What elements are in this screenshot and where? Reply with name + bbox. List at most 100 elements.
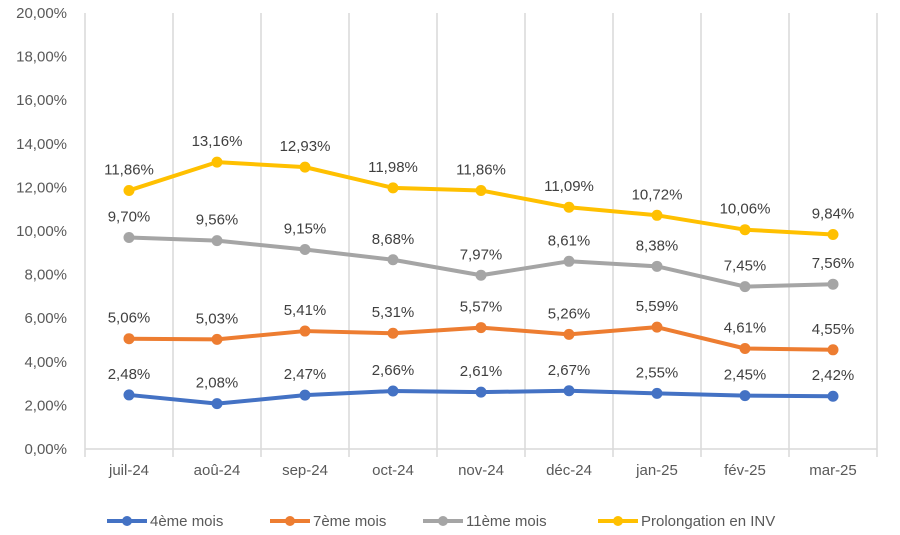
data-point bbox=[651, 260, 663, 272]
data-point bbox=[739, 343, 751, 355]
y-tick-label: 16,00% bbox=[16, 92, 67, 109]
data-label: 8,68% bbox=[372, 231, 415, 248]
x-tick-label: mar-25 bbox=[809, 462, 857, 479]
data-point bbox=[123, 184, 135, 196]
data-point bbox=[827, 278, 839, 290]
y-tick-label: 2,00% bbox=[24, 397, 67, 414]
data-label: 2,67% bbox=[548, 362, 591, 379]
data-point bbox=[123, 333, 135, 345]
data-label: 2,48% bbox=[108, 366, 151, 383]
y-tick-label: 14,00% bbox=[16, 136, 67, 153]
data-point bbox=[475, 386, 487, 398]
data-label: 7,97% bbox=[460, 246, 503, 263]
data-label: 4,61% bbox=[724, 320, 767, 337]
data-point bbox=[827, 344, 839, 356]
data-point bbox=[299, 389, 311, 401]
data-point bbox=[387, 254, 399, 266]
y-tick-label: 20,00% bbox=[16, 5, 67, 22]
x-tick-label: oct-24 bbox=[372, 462, 414, 479]
data-label: 2,42% bbox=[812, 367, 855, 384]
data-label: 2,47% bbox=[284, 366, 327, 383]
data-label: 11,86% bbox=[456, 161, 506, 178]
y-tick-label: 0,00% bbox=[24, 441, 67, 458]
x-tick-label: nov-24 bbox=[458, 462, 504, 479]
data-point bbox=[211, 398, 223, 410]
data-label: 12,93% bbox=[280, 138, 331, 155]
data-point bbox=[123, 232, 135, 244]
data-point bbox=[299, 244, 311, 256]
data-point bbox=[563, 385, 575, 397]
data-label: 2,66% bbox=[372, 362, 415, 379]
legend-marker bbox=[438, 516, 448, 526]
x-tick-label: sep-24 bbox=[282, 462, 328, 479]
data-label: 2,61% bbox=[460, 363, 503, 380]
data-label: 5,57% bbox=[460, 299, 503, 316]
data-label: 11,86% bbox=[104, 161, 154, 178]
y-tick-label: 6,00% bbox=[24, 310, 67, 327]
x-tick-label: aoû-24 bbox=[194, 462, 241, 479]
data-point bbox=[563, 201, 575, 213]
data-label: 10,72% bbox=[632, 186, 683, 203]
data-point bbox=[563, 255, 575, 267]
data-label: 2,55% bbox=[636, 364, 679, 381]
data-label: 5,03% bbox=[196, 310, 239, 327]
data-label: 5,06% bbox=[108, 310, 151, 327]
data-label: 9,84% bbox=[812, 205, 855, 222]
data-label: 9,70% bbox=[108, 209, 151, 226]
data-point bbox=[211, 333, 223, 345]
data-point bbox=[211, 235, 223, 247]
legend-marker bbox=[613, 516, 623, 526]
data-label: 5,26% bbox=[548, 305, 591, 322]
data-point bbox=[475, 269, 487, 281]
data-label: 11,98% bbox=[368, 159, 418, 176]
data-point bbox=[827, 390, 839, 402]
data-point bbox=[739, 390, 751, 402]
data-point bbox=[299, 161, 311, 173]
data-point bbox=[387, 182, 399, 194]
legend-marker bbox=[122, 516, 132, 526]
data-point bbox=[475, 184, 487, 196]
data-label: 7,45% bbox=[724, 258, 767, 275]
x-tick-label: fév-25 bbox=[724, 462, 766, 479]
legend-label: Prolongation en INV bbox=[641, 513, 775, 530]
data-point bbox=[827, 228, 839, 240]
data-label: 8,38% bbox=[636, 237, 679, 254]
data-point bbox=[299, 325, 311, 337]
legend-label: 11ème mois bbox=[466, 513, 547, 530]
data-label: 9,15% bbox=[284, 221, 327, 238]
data-label: 5,31% bbox=[372, 304, 415, 321]
data-label: 7,56% bbox=[812, 255, 855, 272]
y-tick-label: 8,00% bbox=[24, 267, 67, 284]
x-tick-label: juil-24 bbox=[108, 462, 149, 479]
data-point bbox=[123, 389, 135, 401]
data-label: 9,56% bbox=[196, 212, 239, 229]
y-tick-label: 18,00% bbox=[16, 49, 67, 66]
data-label: 5,41% bbox=[284, 302, 327, 319]
x-tick-label: jan-25 bbox=[635, 462, 678, 479]
data-point bbox=[387, 385, 399, 397]
data-point bbox=[739, 224, 751, 236]
legend-marker bbox=[285, 516, 295, 526]
data-point bbox=[475, 322, 487, 334]
data-point bbox=[387, 327, 399, 339]
data-point bbox=[651, 321, 663, 333]
data-label: 5,59% bbox=[636, 298, 679, 315]
y-tick-label: 12,00% bbox=[16, 179, 67, 196]
y-tick-label: 4,00% bbox=[24, 354, 67, 371]
data-label: 2,08% bbox=[196, 375, 239, 392]
data-point bbox=[651, 387, 663, 399]
legend-label: 7ème mois bbox=[313, 513, 386, 530]
data-label: 13,16% bbox=[192, 133, 243, 150]
data-label: 10,06% bbox=[720, 201, 771, 218]
data-label: 8,61% bbox=[548, 232, 591, 249]
legend-label: 4ème mois bbox=[150, 513, 223, 530]
data-label: 4,55% bbox=[812, 321, 855, 338]
data-label: 2,45% bbox=[724, 367, 767, 384]
data-point bbox=[651, 209, 663, 221]
y-tick-label: 10,00% bbox=[16, 223, 67, 240]
data-point bbox=[563, 328, 575, 340]
data-label: 11,09% bbox=[544, 178, 594, 195]
data-point bbox=[739, 281, 751, 293]
x-tick-label: déc-24 bbox=[546, 462, 592, 479]
